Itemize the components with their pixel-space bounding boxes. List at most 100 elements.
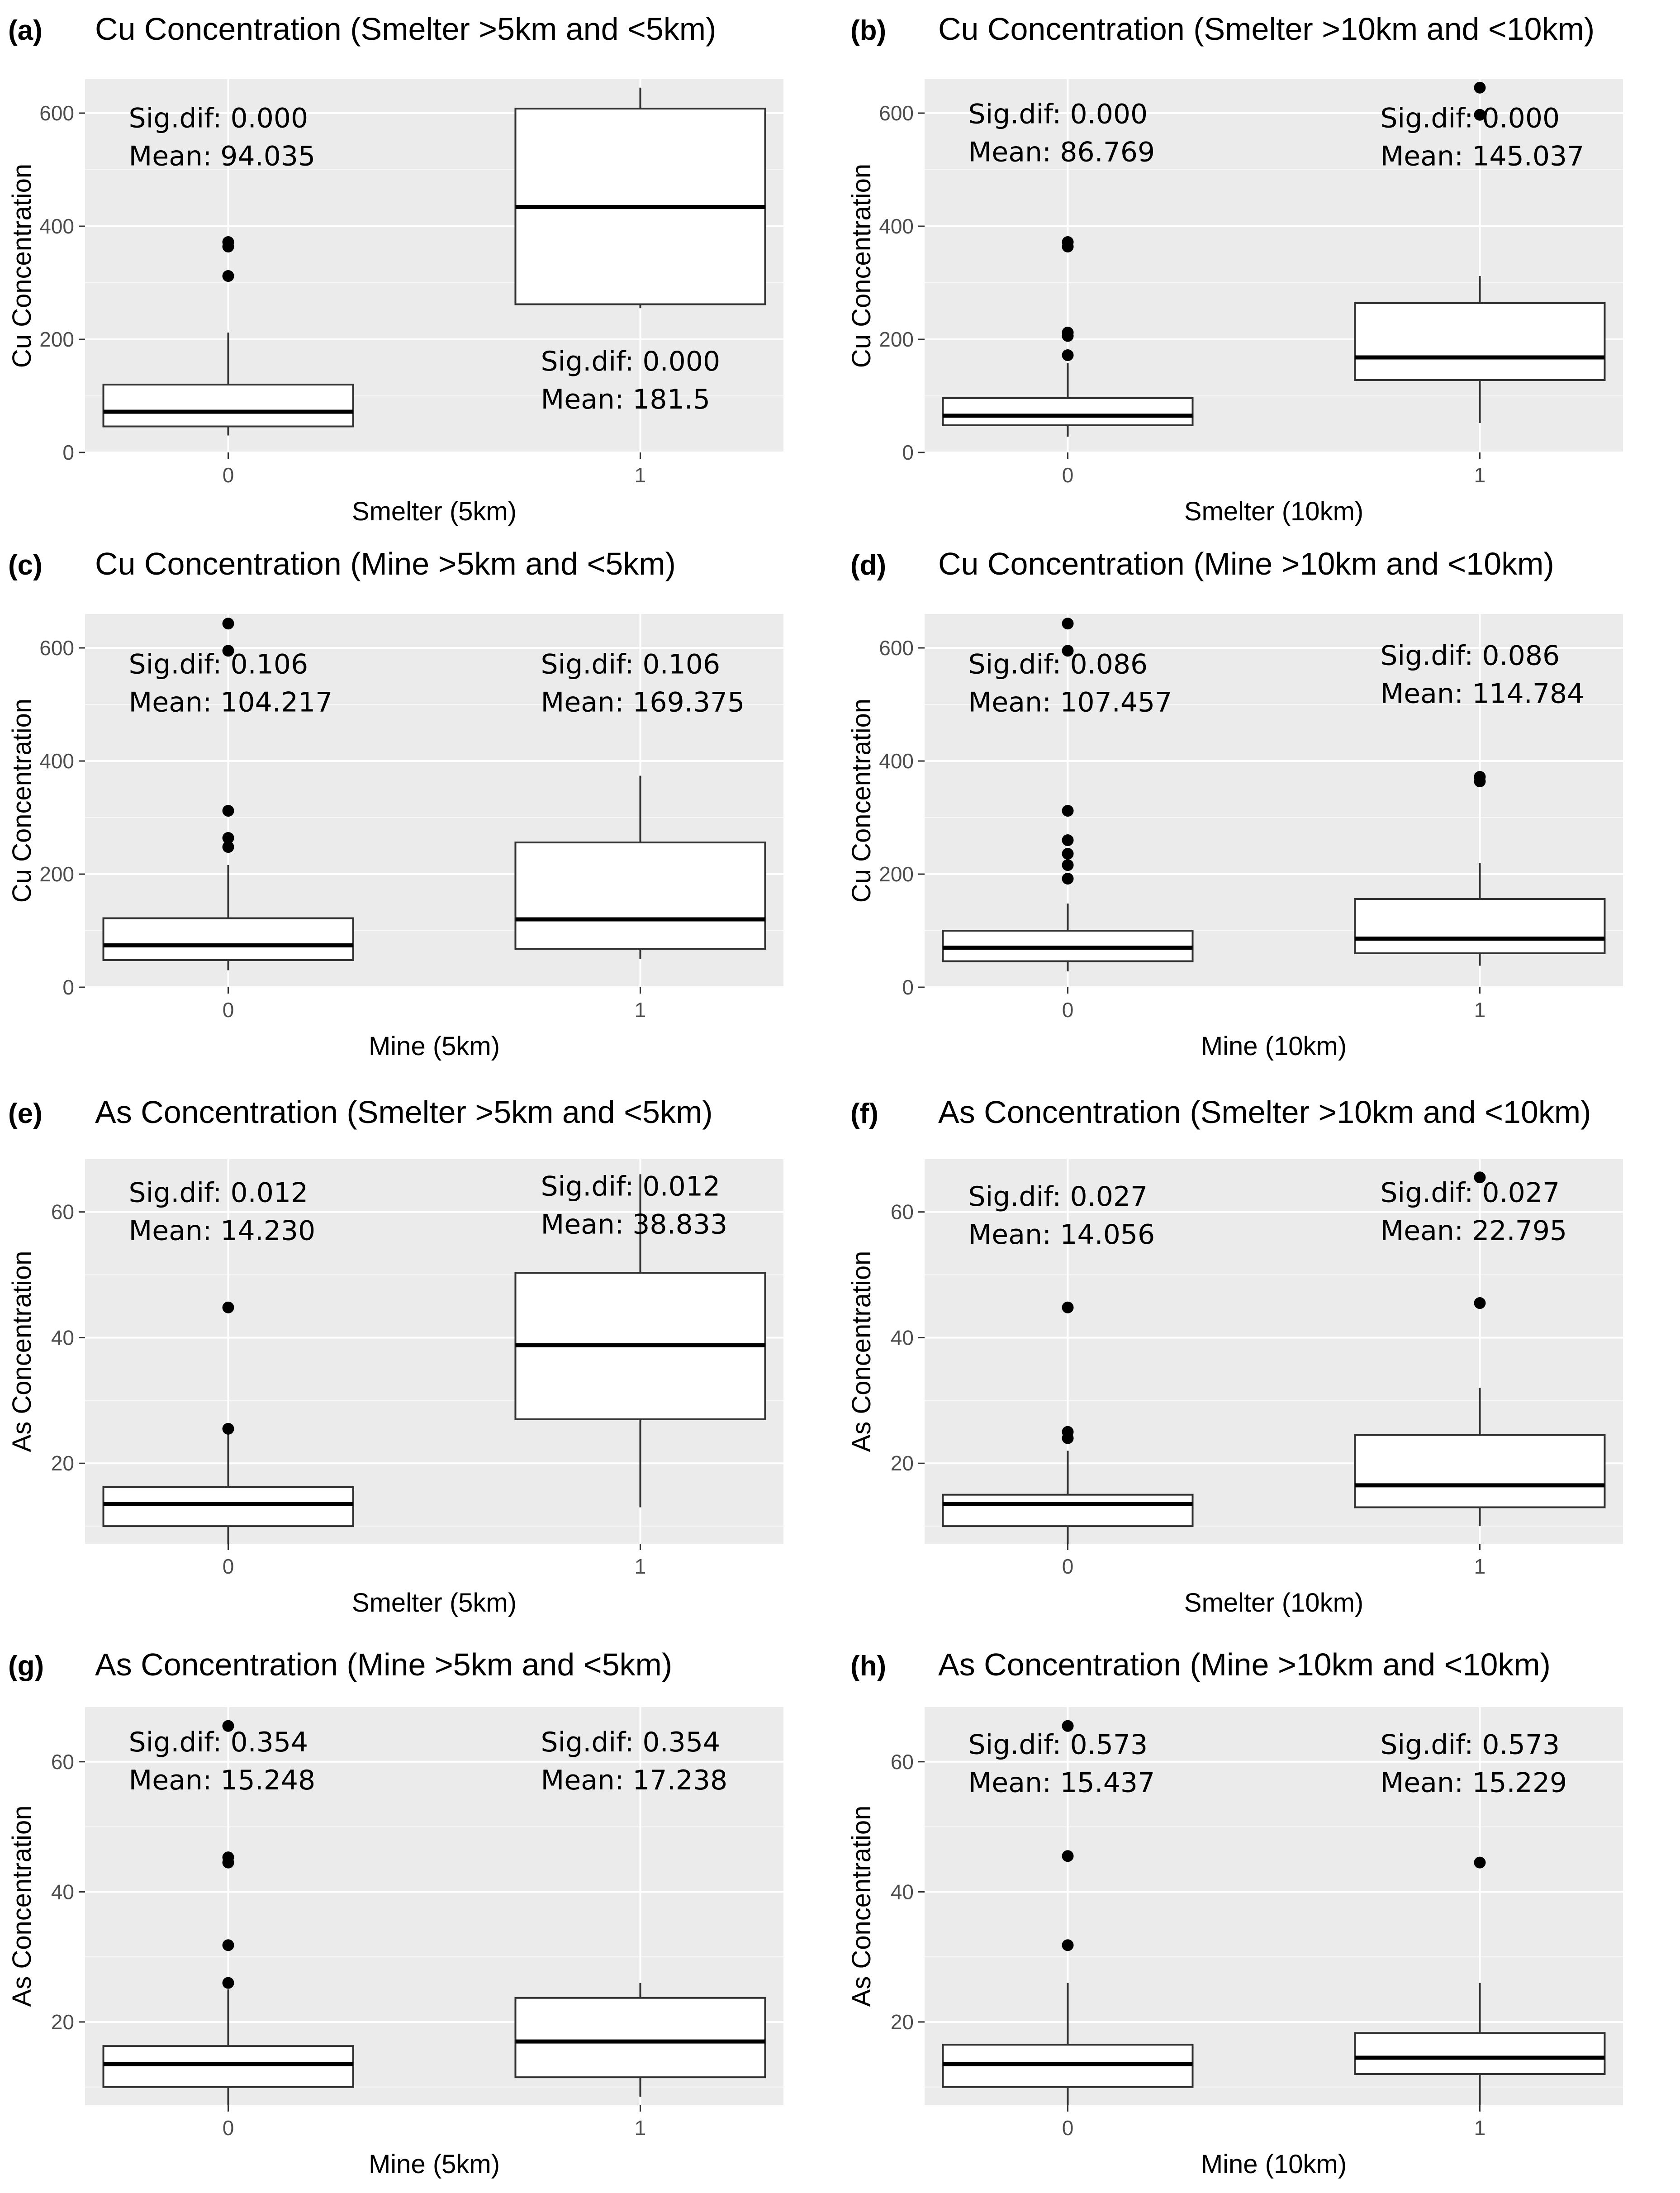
y-tick-label: 600	[39, 101, 74, 125]
outlier-point	[1062, 618, 1074, 630]
mean-annotation: Mean: 181.5	[541, 384, 710, 415]
box-iqr	[1354, 1434, 1606, 1508]
outlier-point	[1062, 349, 1074, 361]
boxplot-1	[514, 1983, 766, 2097]
y-axis-title: Cu Concentration	[847, 699, 876, 903]
panel-title: Cu Concentration (Smelter >5km and <5km)	[95, 11, 716, 47]
boxplot-1	[1354, 1171, 1606, 1527]
x-tick-label: 0	[1062, 463, 1074, 487]
outlier-point	[1474, 1297, 1486, 1309]
x-tick-label: 1	[635, 2116, 646, 2140]
boxplot-0	[942, 1301, 1194, 1544]
outlier-point	[222, 236, 234, 248]
outlier-point	[222, 1720, 234, 1732]
outlier-point	[1474, 1171, 1486, 1184]
box-iqr	[1354, 302, 1606, 381]
mean-annotation: Mean: 104.217	[129, 686, 333, 718]
x-tick-label: 0	[1062, 1555, 1074, 1578]
mean-annotation: Mean: 17.238	[541, 1765, 727, 1796]
x-tick-label: 1	[635, 463, 646, 487]
x-axis-title: Mine (5km)	[369, 2150, 500, 2179]
y-axis-title: As Concentration	[847, 1806, 876, 2007]
outlier-point	[1062, 859, 1074, 871]
x-tick-label: 0	[1062, 2116, 1074, 2140]
boxplot-1	[514, 87, 766, 309]
boxplot-0	[942, 236, 1194, 437]
outlier-point	[222, 270, 234, 282]
sig-dif-annotation: Sig.dif: 0.106	[541, 648, 720, 680]
x-tick-label: 0	[1062, 998, 1074, 1022]
panel-title: Cu Concentration (Smelter >10km and <10k…	[938, 11, 1595, 47]
sig-dif-annotation: Sig.dif: 0.573	[1380, 1729, 1560, 1761]
sig-dif-annotation: Sig.dif: 0.012	[129, 1177, 308, 1208]
panel-title: As Concentration (Smelter >5km and <5km)	[95, 1094, 713, 1130]
sig-dif-annotation: Sig.dif: 0.000	[541, 346, 720, 377]
panel-label: (a)	[8, 15, 43, 46]
sig-dif-annotation: Sig.dif: 0.000	[968, 99, 1148, 130]
x-tick-label: 1	[1474, 463, 1486, 487]
y-axis-title: As Concentration	[847, 1251, 876, 1452]
y-tick-label: 40	[51, 1880, 74, 1903]
panel-label: (c)	[8, 550, 43, 581]
box-iqr	[514, 842, 766, 950]
boxplot-0	[102, 1301, 354, 1544]
y-tick-label: 200	[39, 328, 74, 351]
panel-label: (d)	[850, 550, 886, 581]
outlier-point	[1062, 236, 1074, 248]
mean-annotation: Mean: 15.248	[129, 1765, 316, 1796]
panel-title: As Concentration (Mine >5km and <5km)	[95, 1647, 672, 1682]
boxplot-1	[514, 1174, 766, 1508]
outlier-point	[222, 1301, 234, 1313]
outlier-point	[222, 1851, 234, 1864]
mean-annotation: Mean: 15.437	[968, 1767, 1155, 1799]
box-iqr	[102, 384, 354, 428]
outlier-point	[222, 1977, 234, 1989]
y-tick-label: 60	[891, 1750, 914, 1774]
x-tick-label: 1	[635, 998, 646, 1022]
y-tick-label: 40	[891, 1880, 914, 1903]
y-tick-label: 200	[39, 862, 74, 886]
mean-annotation: Mean: 169.375	[541, 686, 745, 718]
outlier-point	[1062, 1426, 1074, 1438]
mean-annotation: Mean: 94.035	[129, 140, 316, 172]
outlier-point	[1474, 109, 1486, 121]
mean-annotation: Mean: 38.833	[541, 1209, 727, 1241]
outlier-point	[222, 1939, 234, 1951]
panel-c: (c) Cu Concentration (Mine >5km and <5km)…	[7, 546, 783, 1061]
box-iqr	[942, 1494, 1194, 1527]
sig-dif-annotation: Sig.dif: 0.573	[968, 1729, 1148, 1761]
outlier-point	[222, 832, 234, 844]
mean-annotation: Mean: 107.457	[968, 686, 1172, 718]
panel-label: (g)	[8, 1651, 44, 1682]
panel-a: (a) Cu Concentration (Smelter >5km and <5…	[7, 11, 783, 526]
y-tick-label: 0	[902, 441, 914, 464]
panel-f: (f) As Concentration (Smelter >10km and <…	[847, 1094, 1623, 1617]
outlier-point	[1474, 771, 1486, 783]
x-tick-label: 0	[223, 1555, 234, 1578]
x-tick-label: 0	[223, 2116, 234, 2140]
x-tick-label: 1	[1474, 998, 1486, 1022]
mean-annotation: Mean: 14.230	[129, 1215, 316, 1246]
x-axis-title: Mine (10km)	[1201, 1032, 1347, 1061]
mean-annotation: Mean: 14.056	[968, 1219, 1155, 1251]
y-tick-label: 200	[879, 862, 914, 886]
sig-dif-annotation: Sig.dif: 0.086	[968, 648, 1148, 680]
panel-title: Cu Concentration (Mine >10km and <10km)	[938, 546, 1554, 581]
boxplot-1	[514, 775, 766, 959]
outlier-point	[1474, 1856, 1486, 1869]
y-tick-label: 60	[51, 1200, 74, 1224]
plot-background	[925, 79, 1623, 452]
y-tick-label: 20	[51, 2010, 74, 2034]
mean-annotation: Mean: 15.229	[1380, 1767, 1567, 1799]
boxplot-1	[1354, 81, 1606, 423]
y-tick-label: 40	[51, 1326, 74, 1349]
y-axis-title: Cu Concentration	[7, 164, 37, 368]
y-tick-label: 600	[39, 636, 74, 660]
boxplot-1	[1354, 771, 1606, 966]
x-tick-label: 0	[223, 998, 234, 1022]
box-iqr	[102, 917, 354, 961]
y-tick-label: 400	[879, 214, 914, 238]
y-tick-label: 0	[62, 441, 74, 464]
outlier-point	[1062, 1720, 1074, 1732]
